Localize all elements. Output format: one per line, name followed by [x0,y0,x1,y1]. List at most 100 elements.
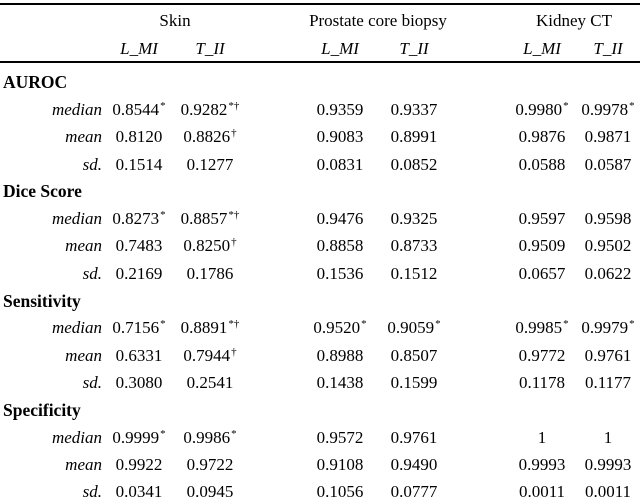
metric-value: 0.2541 [186,372,234,392]
metric-value: 0.8891 *† [180,318,240,338]
row-label: sd. [82,482,102,500]
metric-value: 0.9772 [518,345,566,365]
metric-value: 0.0011 [584,482,632,500]
metric-value: 0.8826 † [183,127,237,147]
metric-value: 0.7944 † [183,345,237,365]
metric-value: 0.8250 † [183,236,237,256]
metric-value: 1 [603,427,613,447]
row-label: sd. [82,154,102,174]
section-header: Specificity [3,399,81,420]
metric-value: 1 [537,427,547,447]
metric-value: 0.9282 *† [180,99,240,119]
metric-value: 0.1514 [115,154,163,174]
metric-value: 0.9986 * [183,427,237,447]
row-label: mean [65,236,102,256]
metric-value: 0.8733 [390,236,438,256]
top-rule [0,3,640,5]
subcolumn-skin-tii: T_II [195,38,225,58]
section-header: Sensitivity [3,290,81,311]
metric-value: 0.1277 [186,154,234,174]
metric-value: 0.1512 [390,263,438,283]
metric-value: 0.9598 [584,209,632,229]
column-group-kidney-ct: Kidney CT [535,10,613,30]
metric-value: 0.7156 * [112,318,166,338]
subcolumn-kidney-tii: T_II [593,38,623,58]
row-label: mean [65,345,102,365]
column-group-skin: Skin [159,10,191,30]
metric-value: 0.9520 * [313,318,367,338]
metric-value: 0.8858 [316,236,364,256]
metric-value: 0.6331 [115,345,163,365]
section-header: Dice Score [3,181,82,202]
metric-value: 0.0852 [390,154,438,174]
metric-value: 0.9722 [186,454,234,474]
metric-value: 0.9985 * [515,318,569,338]
metric-value: 0.9922 [115,454,163,474]
metric-value: 0.0588 [518,154,566,174]
metric-value: 0.9059 * [387,318,441,338]
metric-value: 0.0831 [316,154,364,174]
header-body-divider-rule [0,61,640,63]
section-header: AUROC [3,72,68,93]
subcolumn-prostate-tii: T_II [399,38,429,58]
metric-value: 0.8544 * [112,99,166,119]
metric-value: 0.1177 [584,372,632,392]
metric-value: 0.9490 [390,454,438,474]
metric-value: 0.8120 [115,127,163,147]
metric-value: 0.8273 * [112,209,166,229]
row-label: sd. [82,372,102,392]
metric-value: 0.9083 [316,127,364,147]
metric-value: 0.9359 [316,99,364,119]
metric-value: 0.9597 [518,209,566,229]
metric-value: 0.0945 [186,482,234,500]
metric-value: 0.3080 [115,372,163,392]
metric-value: 0.0011 [518,482,566,500]
subcolumn-prostate-lmi: L_MI [321,38,359,58]
metric-value: 0.0587 [584,154,632,174]
metric-value: 0.0622 [584,263,632,283]
metric-value: 0.8991 [390,127,438,147]
row-label: sd. [82,263,102,283]
metric-value: 0.0341 [115,482,163,500]
metric-value: 0.9871 [584,127,632,147]
metric-value: 0.9993 [518,454,566,474]
metric-value: 0.8507 [390,345,438,365]
metric-value: 0.2169 [115,263,163,283]
metric-value: 0.9980 * [515,99,569,119]
metric-value: 0.1786 [186,263,234,283]
row-label: mean [65,454,102,474]
metric-value: 0.9999 * [112,427,166,447]
metric-value: 0.1056 [316,482,364,500]
table-body: AUROC median 0.8544 * 0.9282 *† 0.9359 0.9337 0.… [0,63,640,500]
metric-value: 0.9761 [584,345,632,365]
row-label: median [51,209,102,229]
subcolumn-kidney-lmi: L_MI [523,38,561,58]
metric-value: 0.9761 [390,427,438,447]
row-label: mean [65,127,102,147]
row-label: median [51,427,102,447]
metric-value: 0.1438 [316,372,364,392]
metric-value: 0.0777 [390,482,438,500]
metric-value: 0.9876 [518,127,566,147]
metric-value: 0.9476 [316,209,364,229]
metric-value: 0.8857 *† [180,209,240,229]
metric-value: 0.1178 [518,372,566,392]
table-header: Skin Prostate core biopsy Kidney CT L_MI… [0,5,640,61]
metric-value: 0.9337 [390,99,438,119]
metric-value: 0.9572 [316,427,364,447]
metric-value: 0.1599 [390,372,438,392]
metric-value: 0.9979 * [581,318,635,338]
metric-value: 0.9993 [584,454,632,474]
metric-value: 0.9108 [316,454,364,474]
metric-value: 0.7483 [115,236,163,256]
subcolumn-skin-lmi: L_MI [120,38,158,58]
metric-value: 0.9325 [390,209,438,229]
metric-value: 0.9502 [584,236,632,256]
row-label: median [51,318,102,338]
column-group-prostate-core-biopsy: Prostate core biopsy [309,10,447,30]
metric-value: 0.0657 [518,263,566,283]
metric-value: 0.1536 [316,263,364,283]
row-label: median [51,99,102,119]
metric-value: 0.8988 [316,345,364,365]
